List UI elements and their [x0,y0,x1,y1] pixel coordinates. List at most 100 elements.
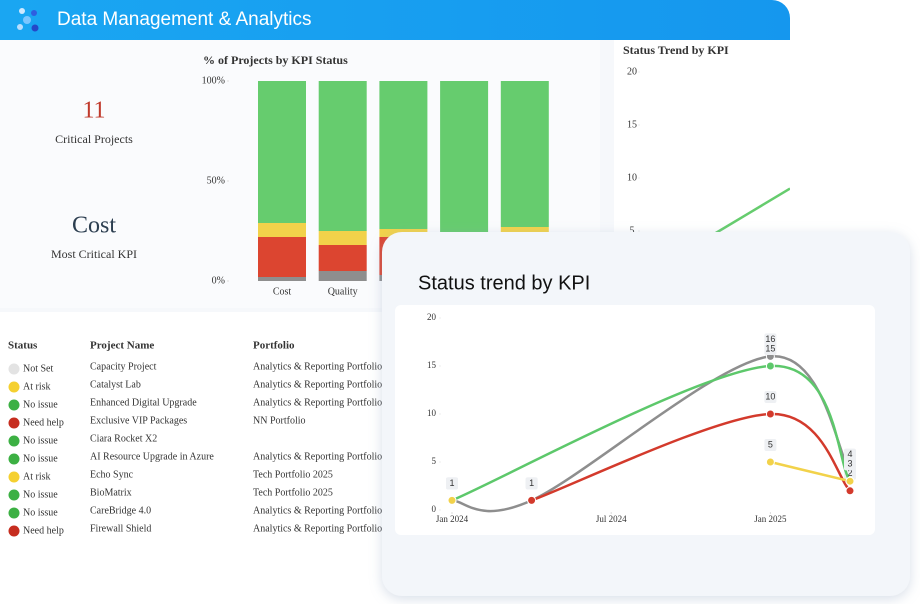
y-tick-label: 5 [432,456,437,466]
status-icon [8,363,20,375]
status-icon [8,507,20,519]
bar-segment [500,81,549,227]
column-header: Portfolio [253,340,295,352]
status-icon [8,453,20,465]
y-tick-label: 10 [427,408,437,418]
data-label: 2 [847,468,852,478]
status-icon [8,381,20,393]
x-tick-label: Quality [328,286,358,297]
bar-segment [258,223,306,237]
line-series [531,412,851,502]
bar-segment [258,237,306,277]
x-tick-label: Jul 2024 [596,514,627,524]
bar-segment [258,81,306,223]
project-name: Echo Sync [90,469,134,480]
kpi-value: Cost [72,213,116,239]
data-label-bg [446,477,458,490]
data-label-bg [764,391,777,403]
project-name: Exclusive VIP Packages [90,415,187,426]
line-series [451,364,852,502]
column-header: Project Name [90,340,154,352]
status-icon [8,435,20,447]
project-name: Firewall Shield [90,523,151,534]
status-text: Not Set [23,363,54,374]
bar-segment [318,81,367,231]
y-tick-label: 0% [212,275,225,286]
project-name: BioMatrix [90,487,132,498]
data-label: 16 [765,334,775,344]
portfolio: Analytics & Reporting Portfolio 2 [253,397,390,408]
y-tick-label: 50% [207,175,225,186]
portfolio: Analytics & Reporting Portfolio 2 [253,523,390,534]
chart-title: % of Projects by KPI Status [203,53,348,67]
point [765,409,775,419]
kpi-label: Critical Projects [55,132,133,146]
data-label-bg [844,458,856,471]
data-label-bg [764,343,777,355]
status-icon [8,417,20,429]
status-text: No issue [23,399,58,410]
project-table: Status Project Name Portfolio Not Set Capaci… [8,340,390,537]
bar-segment [500,227,549,233]
portfolio: Analytics & Reporting Portfolio 2 [253,451,390,462]
data-label: 4 [847,449,852,459]
data-label-bg [525,477,538,490]
project-name: AI Resource Upgrade in Azure [90,451,214,462]
portfolio: Analytics & Reporting Portfolio 2 [253,505,390,516]
point [765,457,775,467]
data-label: 5 [768,439,773,449]
project-name: Ciara Rocket X2 [90,433,157,444]
header-bar [0,0,790,40]
data-label: 10 [765,391,775,401]
status-icon [8,399,20,411]
y-tick-label: 5 [630,225,635,236]
project-name: Enhanced Digital Upgrade [90,397,197,408]
project-name: Catalyst Lab [90,379,141,390]
project-name: CareBridge 4.0 [90,505,151,516]
chart-title: Status trend by KPI [418,272,590,294]
point [527,495,537,505]
logo [17,8,39,32]
chart-title: Status Trend by KPI [623,43,729,57]
column-header: Status [8,340,38,352]
status-text: Need help [23,417,64,428]
kpi-value: 11 [82,98,105,124]
y-tick-label: 100% [202,75,225,86]
y-tick-label: 15 [427,360,437,370]
status-text: No issue [23,453,58,464]
kpi-label: Most Critical KPI [51,247,137,261]
bar-segment [440,81,489,235]
status-text: Need help [23,525,64,536]
chart-card-plot [395,305,875,535]
y-tick-label: 0 [432,504,437,514]
y-tick-label: 10 [627,172,637,183]
status-text: No issue [23,489,58,500]
portfolio: Analytics & Reporting Portfolio 2 [253,379,390,390]
project-name: Capacity Project [90,361,157,372]
y-tick-label: 20 [427,312,437,322]
data-label-bg [764,439,777,451]
bar-segment [318,271,367,281]
background-line-chart: Status Trend by KPI 5 10 15 20 [623,43,790,237]
point [765,361,775,371]
x-tick-label: Cost [273,286,292,297]
data-label: 1 [529,478,534,488]
bar-segment [318,245,367,271]
portfolio: Tech Portfolio 2025 [253,487,333,498]
data-label-bg [764,333,777,346]
portfolio: Analytics & Reporting Portfolio 2 [253,361,390,372]
kpi-group: 11 Critical Projects Cost Most Critical KPI [51,98,137,261]
status-text: At risk [23,471,51,482]
data-label: 15 [765,343,775,353]
portfolio: NN Portfolio [253,415,306,426]
data-label: 3 [847,459,852,469]
status-text: At risk [23,381,51,392]
point [845,486,855,496]
data-label-bg [844,448,856,461]
x-tick-label: Jan 2024 [436,514,469,524]
bar-segment [318,231,367,245]
data-label: 1 [449,478,454,488]
